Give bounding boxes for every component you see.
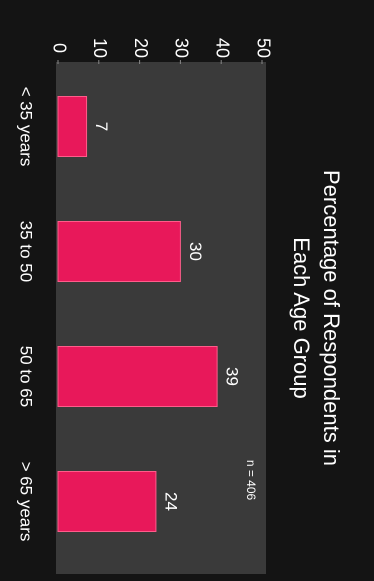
rotated-frame: Percentage of Respondents in Each Age Gr… xyxy=(17,38,344,574)
bar xyxy=(57,221,181,282)
x-tick-label: < 35 years xyxy=(17,87,36,167)
y-tick-label: 30 xyxy=(172,38,192,58)
x-tick-label: 50 to 65 xyxy=(17,346,36,407)
x-tick-label: > 65 years xyxy=(17,462,36,542)
y-tick-label: 40 xyxy=(212,38,232,58)
bar xyxy=(57,96,88,157)
data-label: 24 xyxy=(161,492,180,511)
x-tick-label: 35 to 50 xyxy=(17,221,36,282)
plot-area xyxy=(56,62,266,574)
data-label: 39 xyxy=(223,367,242,386)
bar xyxy=(57,471,157,532)
chart-title: Percentage of Respondents in xyxy=(319,170,344,466)
y-tick-label: 0 xyxy=(49,43,69,53)
data-label: 7 xyxy=(92,122,111,131)
data-label: 30 xyxy=(186,242,205,261)
y-tick-label: 20 xyxy=(131,38,151,58)
annotation: n = 406 xyxy=(244,460,258,501)
y-tick-label: 50 xyxy=(253,38,273,58)
chart-title: Each Age Group xyxy=(289,237,314,398)
y-tick-label: 10 xyxy=(90,38,110,58)
bar xyxy=(57,346,218,407)
